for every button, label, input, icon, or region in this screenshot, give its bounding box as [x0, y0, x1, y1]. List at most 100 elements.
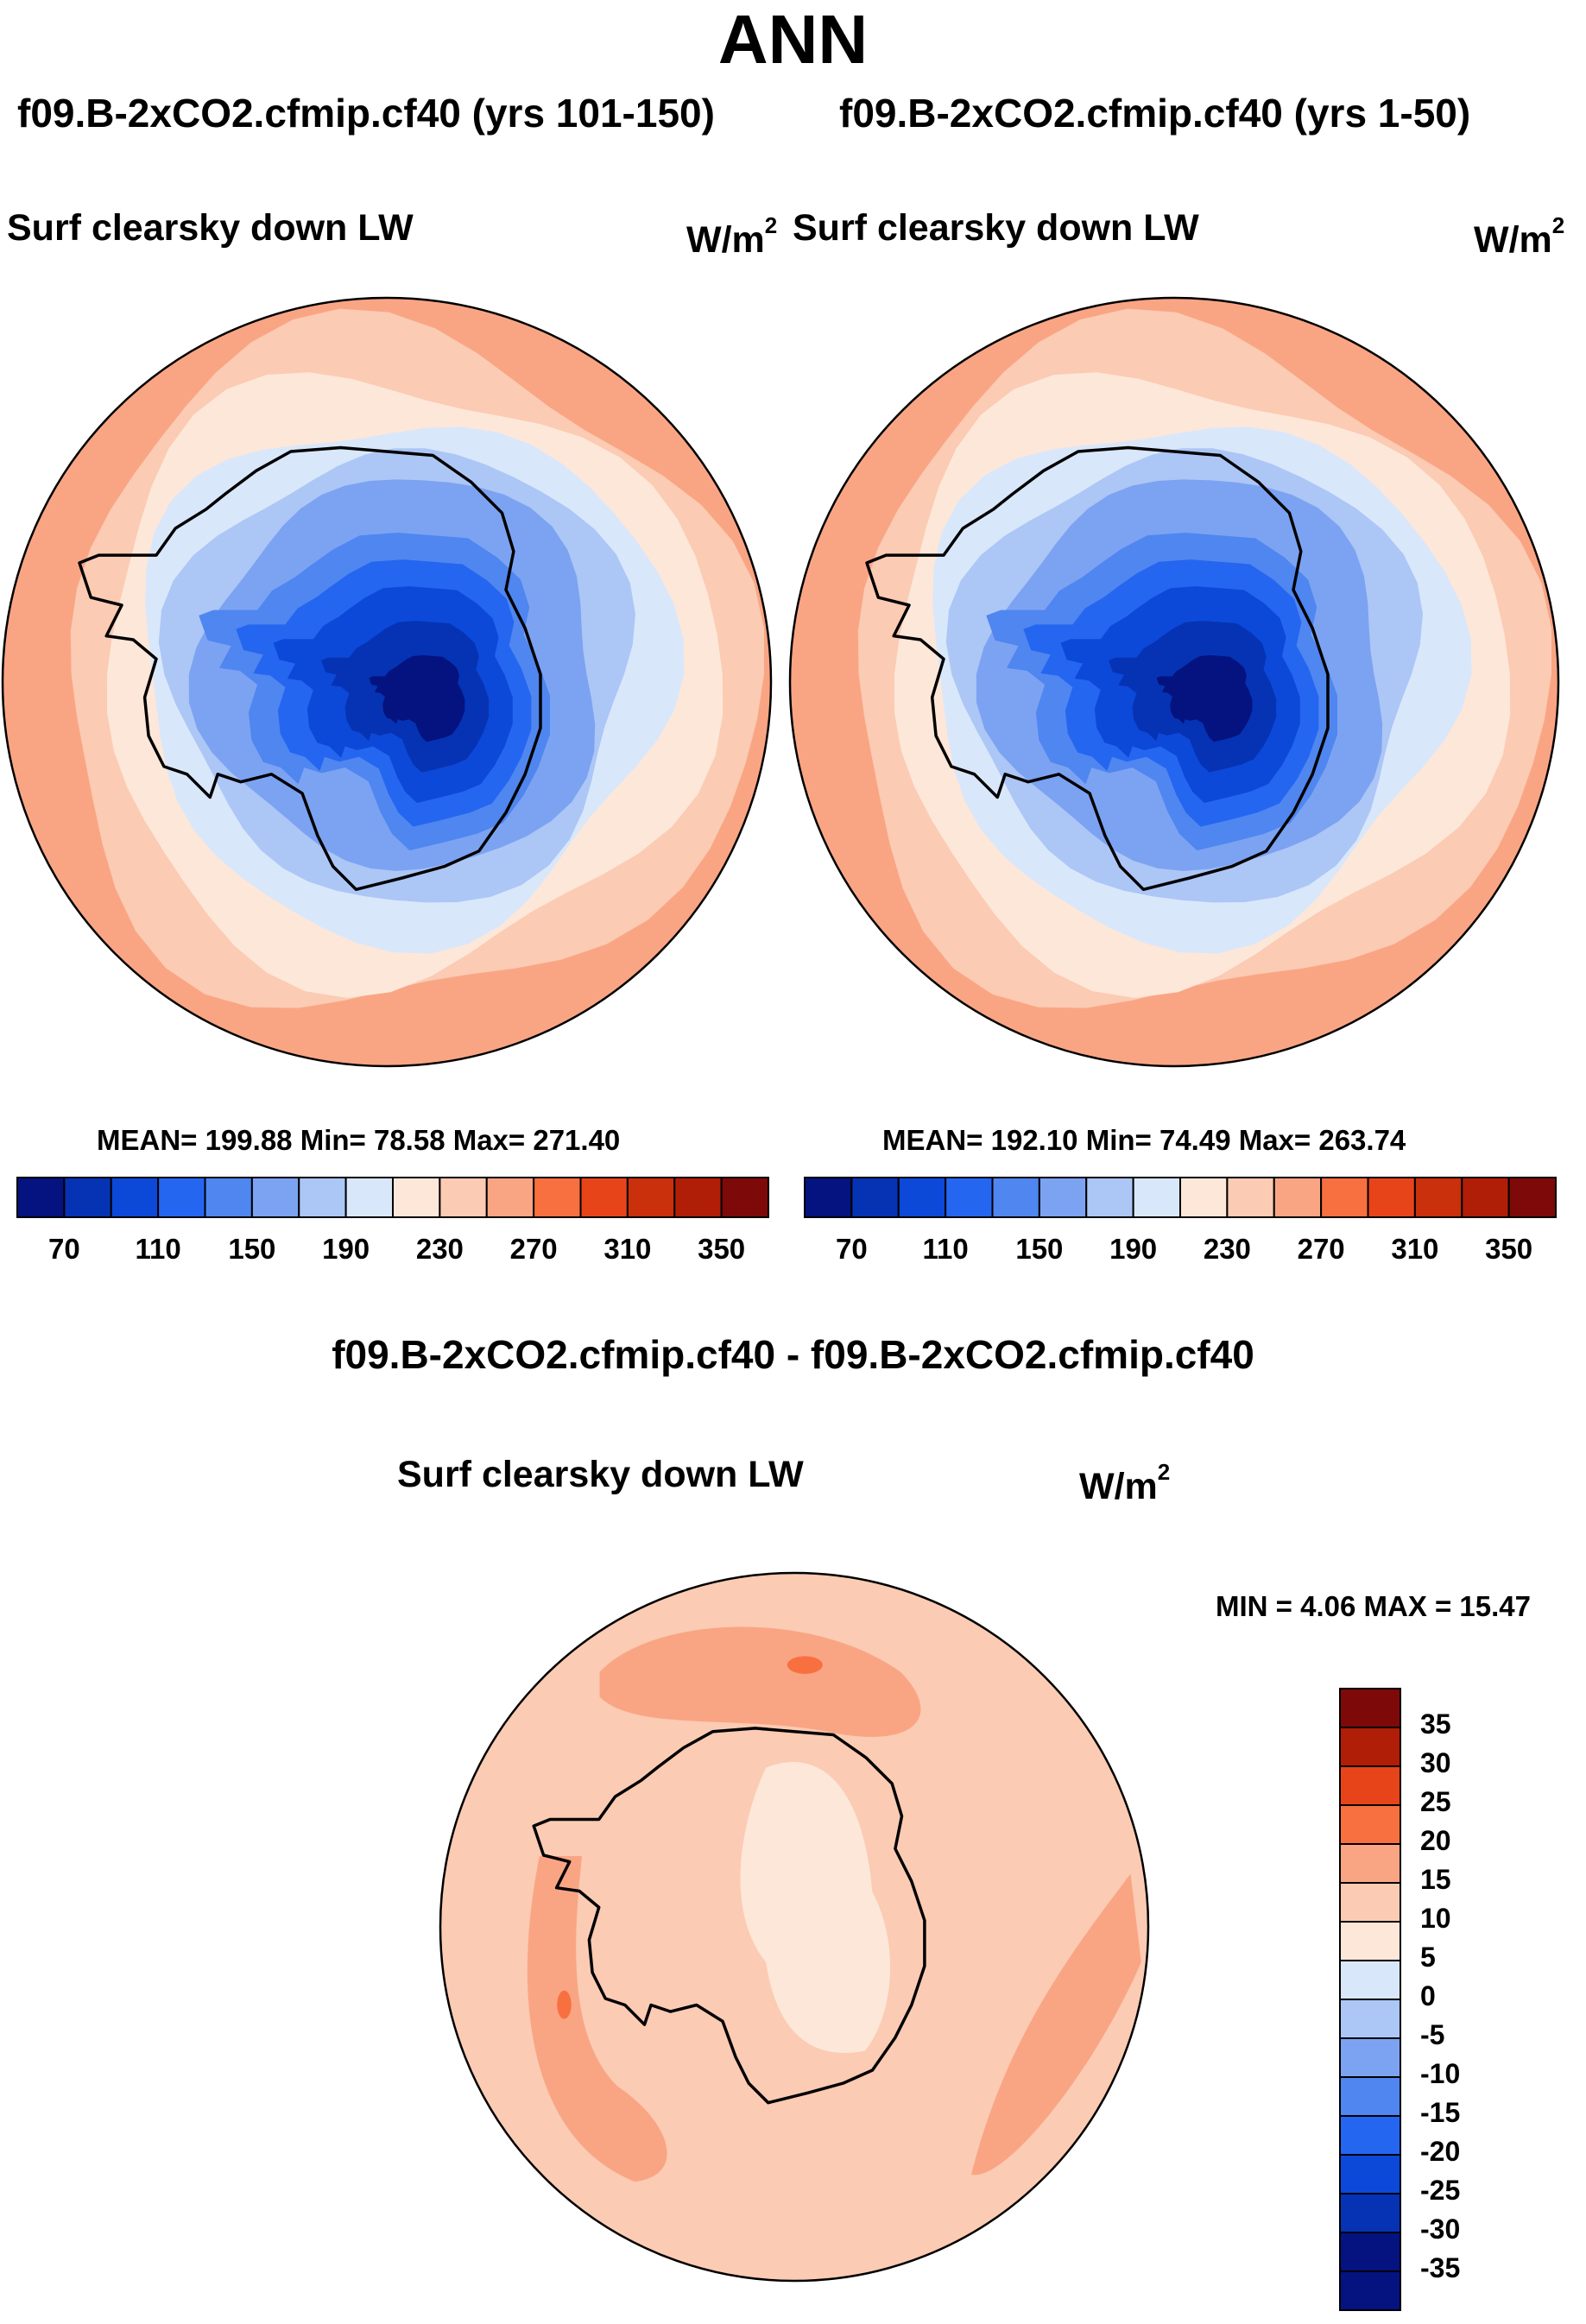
colorbar-box [110, 1177, 160, 1218]
colorbar-box [1132, 1177, 1181, 1218]
colorbar-box [720, 1177, 769, 1218]
colorbar-box [850, 1177, 900, 1218]
map-fill [790, 298, 1558, 1066]
colorbar-tick-label: -35 [1420, 2252, 1461, 2283]
colorbar-box [1413, 1177, 1463, 1218]
colorbar-tick-label: 190 [322, 1233, 370, 1265]
colorbar-box [1038, 1177, 1088, 1218]
colorbar-box [1339, 2076, 1401, 2117]
colorbar-tick-label: -30 [1420, 2213, 1461, 2245]
colorbar-box [1339, 2037, 1401, 2078]
colorbar-tick-label: 150 [1015, 1233, 1064, 1265]
colorbar-tick-label: 70 [836, 1233, 868, 1265]
colorbar-box [1339, 2193, 1401, 2233]
polar-map-panel-2 [788, 296, 1560, 1068]
colorbar-box [1085, 1177, 1134, 1218]
colorbar-box [392, 1177, 441, 1218]
colorbar-box [1339, 2154, 1401, 2195]
map-fill [3, 298, 771, 1066]
colorbar-tick-label: -5 [1420, 2019, 1445, 2050]
main-title: ANN [717, 1, 869, 78]
difference-minmax: MIN = 4.06 MAX = 15.47 [1216, 1590, 1532, 1622]
colorbar-panel-1 [16, 1177, 769, 1218]
panel-2-title: f09.B-2xCO2.cfmip.cf40 (yrs 1-50) [839, 91, 1471, 136]
colorbar-tick-label: 310 [1391, 1233, 1439, 1265]
antarctica-coastline [865, 445, 1330, 892]
colorbar-box [1507, 1177, 1557, 1218]
colorbar-box [1339, 1727, 1401, 1767]
colorbar-tick-label: 20 [1420, 1825, 1451, 1856]
polar-map-panel-1 [1, 296, 773, 1068]
colorbar-box [1367, 1177, 1416, 1218]
colorbar-tick-label: 0 [1420, 1980, 1436, 2011]
field-ring-75 [1156, 655, 1253, 742]
colorbar-tick-label: -10 [1420, 2058, 1461, 2089]
colorbar-box [157, 1177, 206, 1218]
colorbar-tick-label: 110 [135, 1233, 181, 1265]
colorbar-tick-label: 15 [1420, 1864, 1451, 1895]
panel-1-variable: Surf clearsky down LW [7, 207, 414, 249]
antarctica-coastline [78, 445, 542, 892]
colorbar-tick-label: 110 [922, 1233, 969, 1265]
colorbar-box [1339, 1999, 1401, 2039]
colorbar-tick-label: -20 [1420, 2136, 1461, 2167]
map-boundary [788, 296, 1560, 1068]
colorbar-tick-label: 30 [1420, 1747, 1451, 1778]
colorbar-box [1179, 1177, 1229, 1218]
colorbar-box [945, 1177, 994, 1218]
colorbar-tick-label: 270 [1297, 1233, 1345, 1265]
colorbar-box [1339, 2270, 1401, 2311]
colorbar-box [1339, 2232, 1401, 2272]
colorbar-tick-label: 190 [1109, 1233, 1158, 1265]
difference-title: f09.B-2xCO2.cfmip.cf40 - f09.B-2xCO2.cfm… [332, 1332, 1254, 1377]
panel-1-title: f09.B-2xCO2.cfmip.cf40 (yrs 101-150) [17, 91, 715, 136]
colorbar-box [533, 1177, 582, 1218]
colorbar-box [204, 1177, 253, 1218]
colorbar-tick-label: 350 [1485, 1233, 1533, 1265]
colorbar-box [16, 1177, 66, 1218]
colorbar-tick-label: -15 [1420, 2097, 1461, 2128]
colorbar-panel-2 [804, 1177, 1557, 1218]
colorbar-tick-label: 230 [415, 1233, 464, 1265]
difference-units: W/m2 [1079, 1459, 1171, 1507]
panel-1-stats: MEAN= 199.88 Min= 78.58 Max= 271.40 [97, 1124, 621, 1156]
colorbar-box [250, 1177, 300, 1218]
colorbar-box [1339, 1960, 1401, 2000]
colorbar-box [439, 1177, 488, 1218]
colorbar-box [1339, 1882, 1401, 1923]
polar-map-difference [439, 1571, 1150, 2283]
colorbar-box [298, 1177, 347, 1218]
colorbar-tick-label: 25 [1420, 1786, 1451, 1817]
colorbar-tick-label: 270 [509, 1233, 558, 1265]
colorbar-box [897, 1177, 947, 1218]
colorbar-box [485, 1177, 535, 1218]
field-ring-78 [369, 655, 465, 742]
field-interior [740, 1762, 891, 2054]
colorbar-tick-label: 70 [48, 1233, 80, 1265]
colorbar-tick-label: 150 [228, 1233, 276, 1265]
colorbar-tick-label: 230 [1203, 1233, 1251, 1265]
colorbar-box [1339, 1765, 1401, 1806]
difference-variable: Surf clearsky down LW [397, 1454, 804, 1495]
colorbar-tick-label: 310 [603, 1233, 652, 1265]
map-boundary [439, 1571, 1150, 2283]
antarctica-coastline [532, 1727, 926, 2105]
field-peak-2 [557, 1990, 572, 2019]
colorbar-box [1461, 1177, 1510, 1218]
colorbar-box [626, 1177, 676, 1218]
colorbar-box [1320, 1177, 1369, 1218]
colorbar-box [1339, 1688, 1401, 1728]
colorbar-box [991, 1177, 1040, 1218]
colorbar-box [1339, 1804, 1401, 1845]
colorbar-tick-label: 5 [1420, 1942, 1436, 1973]
map-boundary [1, 296, 773, 1068]
field-peak [787, 1656, 823, 1674]
panel-2-units: W/m2 [1474, 212, 1565, 261]
colorbar-box [1273, 1177, 1323, 1218]
colorbar-tick-label: -25 [1420, 2175, 1461, 2206]
colorbar-box [579, 1177, 629, 1218]
colorbar-box [1226, 1177, 1275, 1218]
colorbar-box [1339, 1843, 1401, 1884]
colorbar-box [1339, 1921, 1401, 1961]
